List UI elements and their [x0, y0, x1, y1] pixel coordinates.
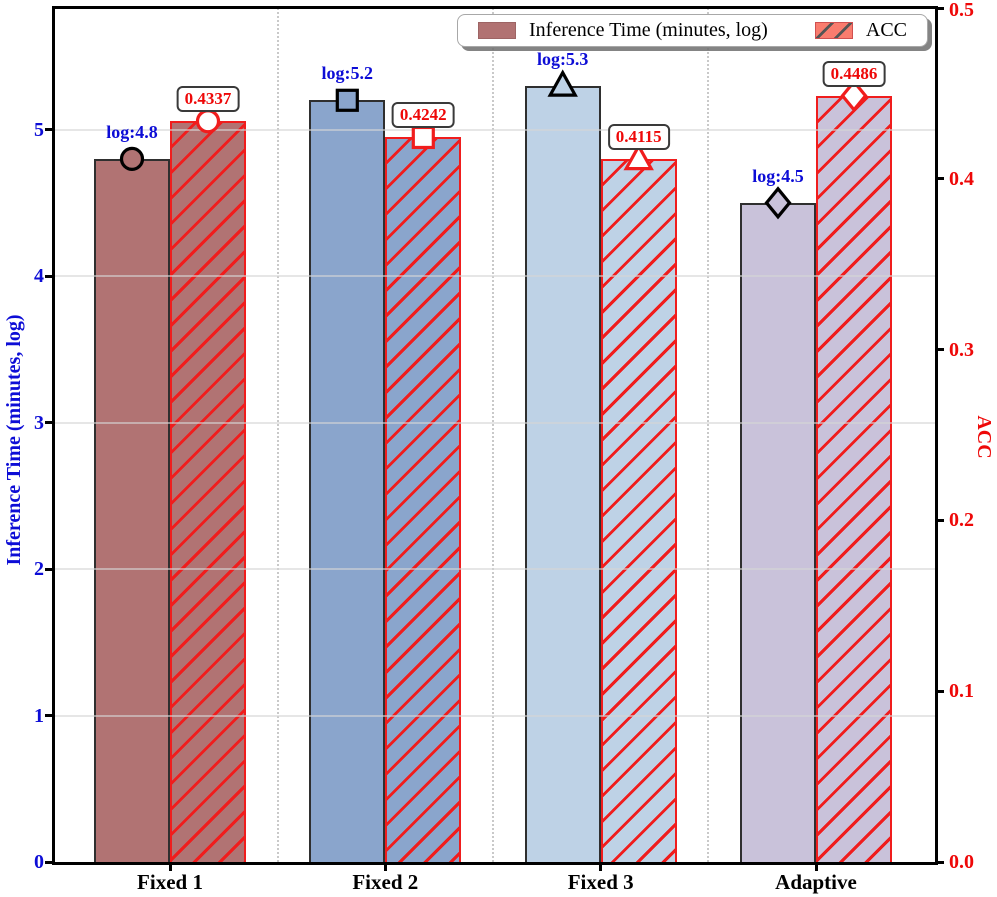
legend-swatch-hatched-bar — [814, 22, 853, 39]
inference-time-value-label: log:4.8 — [106, 121, 158, 142]
acc-value-label: 0.4337 — [176, 86, 240, 113]
inference-time-value-label: log:4.5 — [752, 165, 804, 186]
legend-item-inference-time: Inference Time (minutes, log) — [478, 19, 768, 42]
gridline — [54, 421, 935, 424]
left-tick-label: 1 — [34, 704, 44, 727]
inference-time-value-label: log:5.3 — [536, 48, 589, 69]
inference-time-bar — [309, 100, 386, 864]
x-tick-label: Fixed 3 — [567, 870, 634, 894]
x-tick — [383, 862, 387, 871]
x-tick — [814, 862, 818, 871]
left-tick — [45, 274, 54, 278]
gridline — [54, 714, 935, 717]
acc-bar — [816, 95, 892, 864]
inference-time-value-label: log:5.2 — [321, 63, 374, 84]
right-tick-label: 0.5 — [949, 0, 974, 21]
left-axis-title: Inference Time (minutes, log) — [3, 314, 25, 566]
category-separator — [492, 8, 494, 862]
gridline — [54, 275, 935, 278]
acc-bar — [385, 137, 462, 864]
right-tick — [935, 348, 944, 352]
category-separator — [276, 8, 279, 862]
right-tick — [935, 689, 944, 693]
gridline — [54, 568, 935, 571]
acc-value-label: 0.4242 — [391, 102, 455, 129]
legend-item-acc: ACC — [814, 19, 907, 42]
x-tick — [168, 862, 172, 871]
right-tick-label: 0.3 — [949, 338, 974, 361]
left-tick-label: 4 — [34, 265, 44, 288]
right-tick-label: 0.2 — [949, 509, 974, 532]
left-tick-label: 5 — [34, 118, 44, 141]
inference-time-bar — [740, 202, 816, 864]
left-tick — [45, 567, 54, 571]
left-tick — [45, 714, 54, 718]
left-tick-label: 2 — [34, 558, 44, 581]
x-tick-label: Adaptive — [775, 870, 857, 894]
left-tick — [45, 860, 54, 864]
acc-bar — [170, 121, 246, 864]
x-tick — [599, 862, 603, 871]
inference-time-bar — [524, 85, 601, 864]
x-tick-label: Fixed 1 — [137, 870, 203, 894]
right-tick — [935, 860, 944, 864]
acc-bar — [600, 159, 677, 864]
x-tick-label: Fixed 2 — [352, 870, 419, 894]
right-tick-label: 0.0 — [949, 851, 974, 873]
legend: Inference Time (minutes, log) ACC — [457, 14, 928, 47]
right-tick — [935, 518, 944, 522]
right-tick-label: 0.4 — [949, 167, 974, 190]
legend-swatch-solid-bar — [478, 22, 516, 39]
left-tick — [45, 421, 54, 425]
acc-value-label: 0.4486 — [822, 60, 886, 87]
gridline — [54, 128, 935, 131]
right-axis-title: ACC — [973, 415, 995, 459]
right-tick — [935, 6, 944, 10]
inference-time-bar — [94, 158, 170, 864]
legend-label-inference-time: Inference Time (minutes, log) — [529, 19, 768, 41]
legend-label-acc: ACC — [865, 19, 907, 41]
left-tick-label: 0 — [34, 851, 44, 873]
right-tick — [935, 177, 944, 181]
category-separator — [707, 8, 710, 862]
acc-value-label: 0.4115 — [607, 124, 670, 151]
left-tick-label: 3 — [34, 411, 44, 434]
right-tick-label: 0.1 — [949, 680, 974, 703]
left-tick — [45, 128, 54, 132]
